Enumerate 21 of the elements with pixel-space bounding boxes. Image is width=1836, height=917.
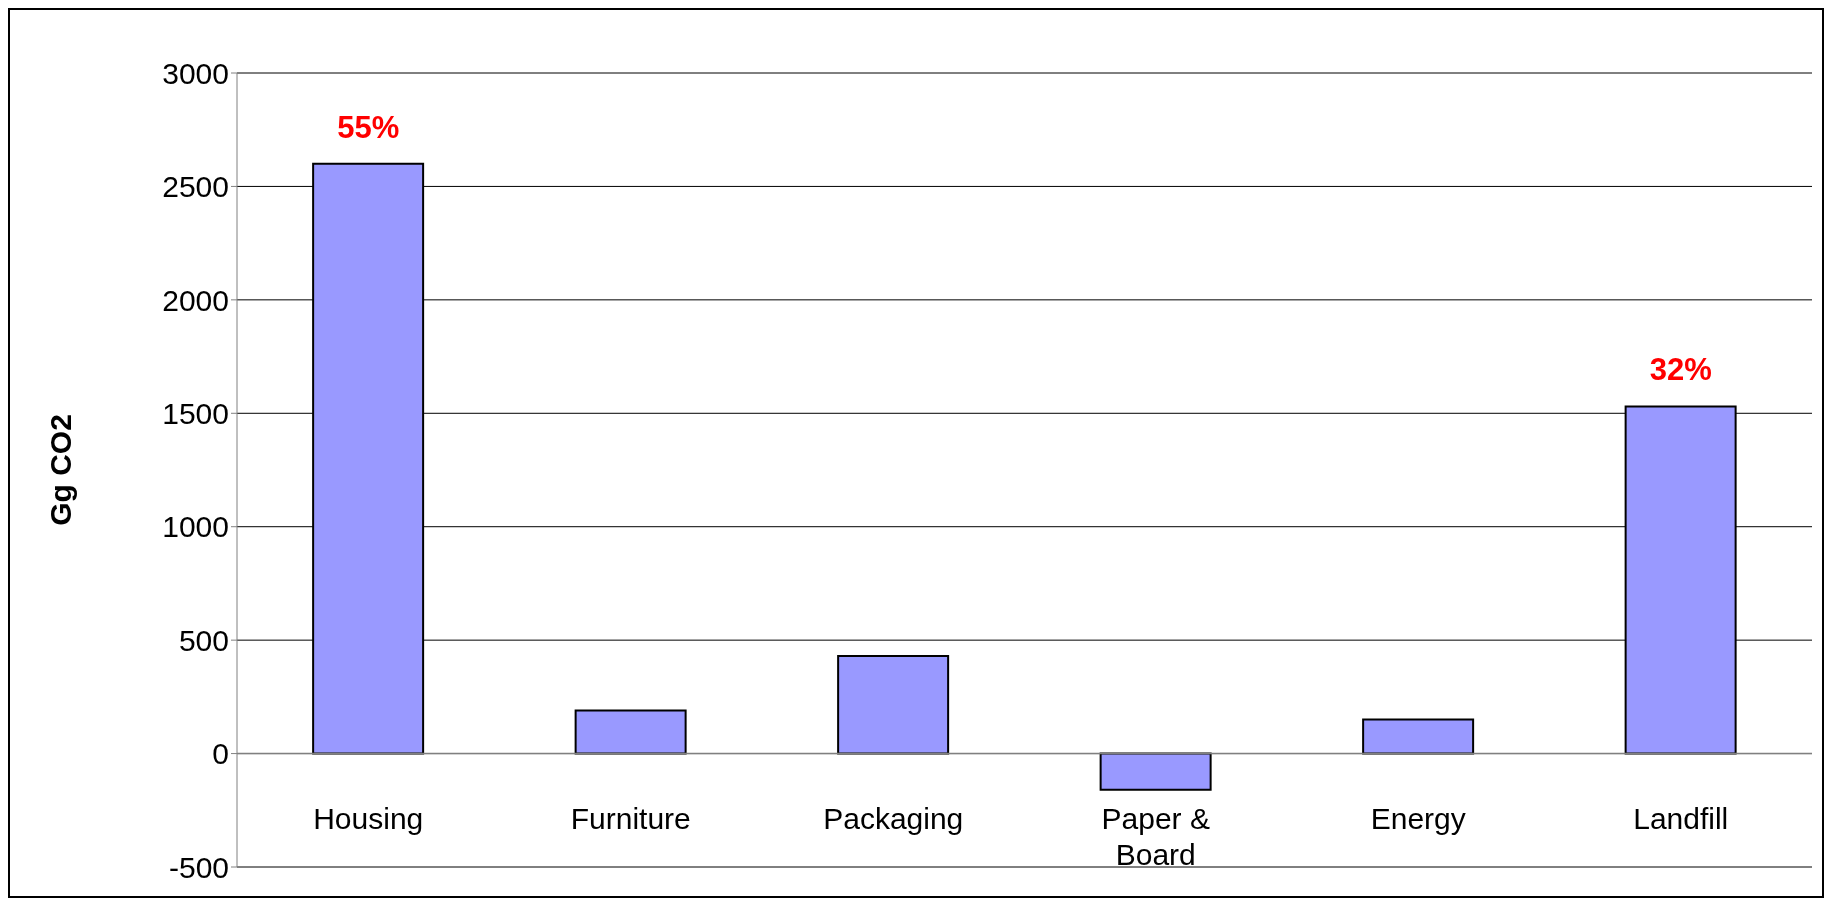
bar [1099,752,1212,791]
y-tick-label: 3000 [162,56,229,90]
y-tick-label: 0 [212,737,229,771]
x-tick-label: Furniture [570,802,691,835]
y-tick-label: 1000 [162,510,229,544]
annotation: 55% [337,109,400,145]
y-tick-label: 2500 [162,170,229,204]
x-tick-label: Housing [313,802,424,835]
y-tick-label: 500 [178,623,229,657]
y-tick-label: 1500 [162,396,229,430]
y-axis-title: Gg CO2 [43,414,77,526]
bar [837,655,950,755]
y-tick-label: -500 [168,850,229,884]
x-tick-label: Energy [1370,802,1466,835]
bar [574,709,687,755]
x-tick-label: Landfill [1633,802,1729,835]
x-tick-label: Packaging [823,802,964,835]
bar [1362,718,1475,755]
y-tick-label: 2000 [162,283,229,317]
annotation: 32% [1649,352,1712,388]
x-tick-label: Paper & Board [1101,802,1210,871]
